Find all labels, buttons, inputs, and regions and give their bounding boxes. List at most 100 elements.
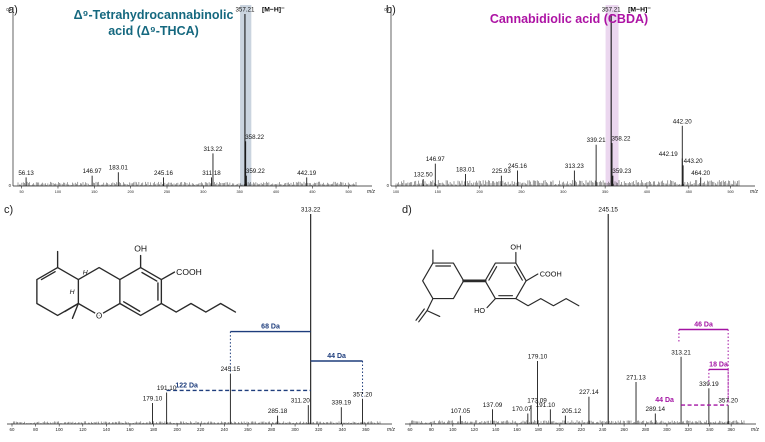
loss-bracket-label: 18 Da bbox=[709, 361, 728, 368]
x-tick-label: 80 bbox=[33, 427, 38, 432]
loss-bracket-label: 46 Da bbox=[694, 322, 713, 329]
x-tick-label: 280 bbox=[642, 427, 650, 432]
peak-label: 179.10 bbox=[528, 354, 548, 361]
thca-structure: OH COOH O H H bbox=[36, 244, 237, 322]
x-tick-label: 250 bbox=[164, 190, 170, 194]
x-tick-label: 300 bbox=[663, 427, 671, 432]
thca-oh-label: OH bbox=[134, 244, 147, 254]
x-tick-label: 300 bbox=[200, 190, 206, 194]
peak-label: 225.93 bbox=[492, 168, 511, 175]
x-tick-label: 240 bbox=[599, 427, 607, 432]
peak-label: 245.15 bbox=[221, 366, 241, 373]
peak-label: 358.22 bbox=[245, 134, 264, 141]
peak-label: 357.20 bbox=[353, 391, 373, 398]
peak-label: 285.18 bbox=[268, 408, 288, 415]
precursor-ion-annotation: [M−H]⁻ bbox=[262, 7, 285, 14]
loss-bracket-label: 122 Da bbox=[175, 382, 198, 389]
spectrum-c: 60 80 100 120 140 160 180 200 220 240 260 280 300 320… bbox=[7, 207, 395, 433]
x-tick-label: 220 bbox=[197, 427, 205, 432]
x-tick-label: 200 bbox=[476, 190, 482, 194]
peak-label: 56.13 bbox=[18, 170, 34, 177]
panel-c-letter: c) bbox=[4, 204, 14, 216]
peak-label: 313.22 bbox=[203, 146, 222, 153]
thca-ring-a-double-bond bbox=[40, 270, 56, 281]
x-tick-label: 500 bbox=[346, 190, 352, 194]
x-tick-label: 100 bbox=[449, 427, 457, 432]
x-tick-label: 120 bbox=[471, 427, 479, 432]
baseline-noise bbox=[17, 181, 357, 186]
cbda-ho-label: HO bbox=[474, 306, 485, 315]
cbda-isopropenyl bbox=[415, 298, 441, 323]
cbda-ring-aromatic bbox=[484, 262, 527, 300]
peak-label: 359.23 bbox=[612, 168, 631, 175]
peak-label: 339.19 bbox=[699, 381, 719, 388]
peak-label: 443.20 bbox=[684, 158, 703, 165]
x-tick-label: 300 bbox=[560, 190, 566, 194]
peak-label: 245.16 bbox=[508, 163, 527, 170]
x-tick-label: 400 bbox=[273, 190, 279, 194]
cbda-ring-left bbox=[422, 262, 465, 300]
x-axis-title: m/z bbox=[367, 189, 376, 195]
x-tick-label: 60 bbox=[10, 427, 15, 432]
peak-label: 442.20 bbox=[673, 118, 692, 125]
x-tick-label: 350 bbox=[602, 190, 608, 194]
panel-b-title: Cannabidiolic acid (CBDA) bbox=[439, 12, 699, 28]
x-tick-label: 150 bbox=[91, 190, 97, 194]
panel-a: a) Δ⁹-Tetrahydrocannabinolic acid (Δ⁹-TH… bbox=[6, 2, 378, 202]
x-tick-label: 350 bbox=[237, 190, 243, 194]
peak-label: 464.20 bbox=[691, 170, 710, 177]
peak-label: 313.22 bbox=[301, 207, 321, 214]
peak-label: 179.10 bbox=[143, 396, 163, 403]
x-tick-label: 180 bbox=[150, 427, 158, 432]
thca-gem-dimethyl bbox=[64, 302, 80, 319]
peak-label: 313.21 bbox=[671, 349, 691, 356]
thca-h-bottom-label: H bbox=[70, 289, 75, 296]
peak-label: 146.97 bbox=[426, 156, 445, 163]
panel-d-letter: d) bbox=[402, 204, 412, 216]
peak-label: 245.15 bbox=[598, 207, 618, 214]
x-tick-label: 50 bbox=[20, 190, 24, 194]
x-tick-label: 450 bbox=[686, 190, 692, 194]
x-tick-label: 200 bbox=[173, 427, 181, 432]
peak-label: 339.19 bbox=[332, 400, 352, 407]
panel-d: d) 60 80 100 120 140 160 180 200 220 240 260 280 300… bbox=[400, 202, 762, 440]
cbda-cooh-label: COOH bbox=[540, 269, 562, 278]
x-tick-label: 340 bbox=[339, 427, 347, 432]
x-tick-label: 100 bbox=[393, 190, 399, 194]
thca-ring-c bbox=[119, 266, 163, 317]
y-max-label: 100 bbox=[384, 7, 390, 12]
x-tick-label: 150 bbox=[435, 190, 441, 194]
peak-label: 227.14 bbox=[579, 389, 599, 396]
peak-label: 311.20 bbox=[291, 398, 311, 405]
cbda-pentyl-chain bbox=[515, 298, 580, 307]
peak-label: 191.10 bbox=[157, 385, 177, 392]
precursor-highlight-band bbox=[240, 5, 252, 186]
spectrum-d: 60 80 100 120 140 160 180 200 220 240 260 280 300 320… bbox=[405, 207, 759, 433]
x-tick-label: 80 bbox=[429, 427, 434, 432]
x-tick-label: 60 bbox=[408, 427, 413, 432]
x-tick-label: 400 bbox=[644, 190, 650, 194]
peak-label: 442.19 bbox=[297, 170, 316, 177]
loss-bracket-label: 68 Da bbox=[261, 324, 280, 331]
x-tick-label: 300 bbox=[291, 427, 299, 432]
peak-label: 359.22 bbox=[246, 168, 265, 175]
thca-ring-b bbox=[77, 266, 121, 317]
peak-label: 311.18 bbox=[202, 170, 221, 177]
panel-c: c) 60 80 100 120 140 160 180 200 220 240 260 280 300… bbox=[2, 202, 398, 440]
x-tick-label: 320 bbox=[685, 427, 693, 432]
x-tick-label: 500 bbox=[727, 190, 733, 194]
panel-b-title-line1: Cannabidiolic acid (CBDA) bbox=[489, 12, 649, 26]
x-tick-label: 140 bbox=[103, 427, 111, 432]
thca-cooh-bond bbox=[160, 271, 176, 281]
x-tick-label: 240 bbox=[221, 427, 229, 432]
peak-label: 245.16 bbox=[154, 170, 173, 177]
cbda-aromatic-inner-bonds bbox=[488, 266, 523, 297]
thca-aromatic-inner-bonds bbox=[123, 271, 159, 312]
peak-label: 146.97 bbox=[83, 168, 102, 175]
panel-a-letter: a) bbox=[8, 4, 18, 16]
spectrum-b: 100150200250300350400450500m/z1000132.50… bbox=[384, 5, 758, 195]
loss-bracket-label: 44 Da bbox=[655, 397, 674, 404]
peak-label: 183.01 bbox=[109, 165, 128, 172]
precursor-ion-annotation: [M−H]⁻ bbox=[628, 7, 651, 14]
x-tick-label: 360 bbox=[362, 427, 370, 432]
